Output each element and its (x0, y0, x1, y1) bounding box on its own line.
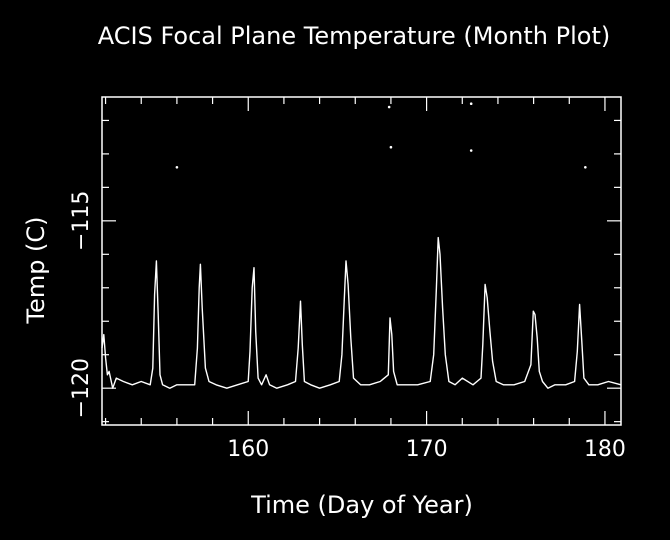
x-tick-label: 170 (406, 437, 448, 462)
y-axis-label: Temp (C) (22, 216, 50, 324)
data-point (469, 102, 473, 105)
data-point (469, 149, 473, 152)
data-point (175, 165, 179, 169)
x-axis-label: Time (Day of Year) (250, 491, 473, 519)
temperature-series-line (101, 236, 622, 389)
plot-frame (101, 96, 622, 426)
x-tick-label: 160 (227, 437, 269, 462)
x-tick-label: 180 (584, 437, 626, 462)
plot-area: 160 170 180 −115 −120 (69, 96, 626, 462)
data-point (389, 145, 393, 149)
data-point (387, 105, 391, 109)
y-tick-label: −120 (69, 358, 94, 418)
y-tick-label: −115 (69, 191, 94, 251)
data-point (584, 165, 587, 169)
chart-title: ACIS Focal Plane Temperature (Month Plot… (98, 22, 610, 50)
